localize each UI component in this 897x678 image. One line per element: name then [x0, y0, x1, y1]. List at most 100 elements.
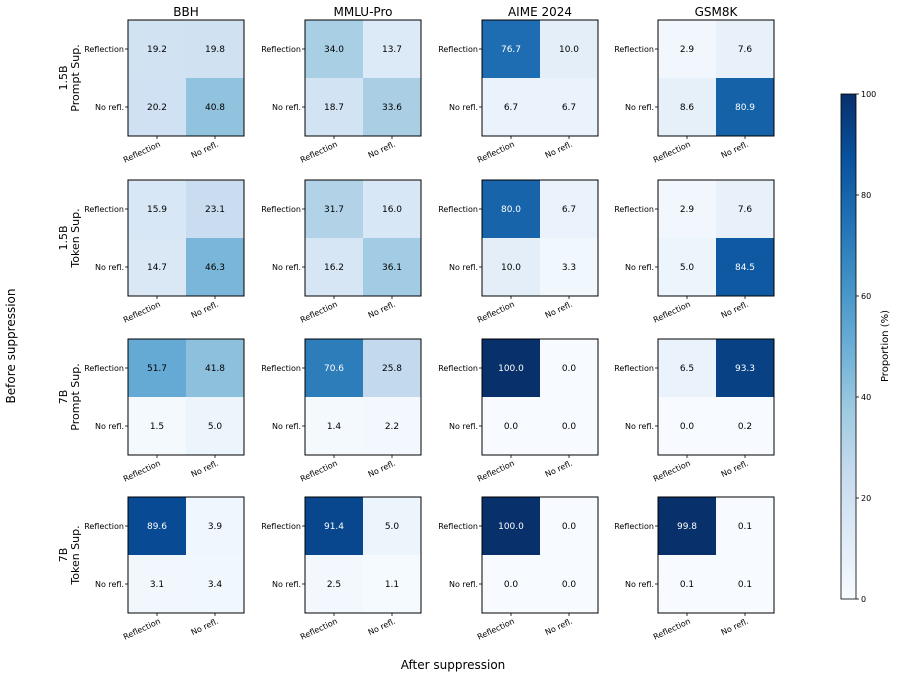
- row-label: 7B Prompt Sup.: [57, 363, 82, 430]
- x-tick-label: No refl.: [544, 617, 574, 637]
- cell-value-label: 6.7: [504, 103, 518, 113]
- heatmap-cell: [305, 555, 363, 613]
- cell-value-label: 15.9: [147, 205, 167, 215]
- heatmap-cell: [128, 78, 186, 136]
- heatmap-cell: [658, 555, 716, 613]
- y-tick-label: No refl.: [95, 422, 124, 431]
- panel-frame: [304, 496, 422, 614]
- panel-frame: [127, 496, 245, 614]
- cell-value-label: 5.0: [208, 422, 223, 432]
- x-tick-label: Reflection: [122, 617, 162, 642]
- cell-value-label: 36.1: [382, 263, 402, 273]
- row-labels: 1.5B Prompt Sup.1.5B Token Sup.7B Prompt Su…: [57, 44, 82, 585]
- panel-frame: [481, 179, 599, 297]
- heatmap-panel: 91.4 5.0 2.5 1.1 Reflection No refl. Reflectio…: [261, 496, 422, 642]
- cell-value-label: 16.0: [382, 205, 402, 215]
- cell-value-label: 89.6: [147, 522, 167, 532]
- x-tick-label: Reflection: [652, 459, 692, 484]
- heatmap-cell: [716, 238, 774, 296]
- y-tick-label: Reflection: [84, 205, 124, 214]
- heatmap-panel: 100.0 0.0 0.0 0.0 Reflection No refl. Reflecti…: [438, 496, 599, 642]
- heatmap-cell: [540, 497, 598, 555]
- heatmap-cell: [305, 497, 363, 555]
- y-tick-label: No refl.: [95, 263, 124, 272]
- y-tick-label: Reflection: [614, 522, 654, 531]
- heatmap-cell: [128, 339, 186, 397]
- cell-value-label: 0.0: [562, 522, 577, 532]
- panel-frame: [304, 179, 422, 297]
- heatmap-cell: [716, 20, 774, 78]
- heatmap-cell: [540, 555, 598, 613]
- x-tick-label: No refl.: [720, 300, 750, 320]
- heatmap-panel: 19.2 19.8 20.2 40.8 Reflection No refl. Reflec…: [84, 19, 245, 165]
- panel-frame: [127, 179, 245, 297]
- heatmap-cell: [482, 497, 540, 555]
- heatmap-panel: 6.5 93.3 0.0 0.2 Reflection No refl. Reflectio…: [614, 338, 775, 484]
- heatmap-cell: [363, 339, 421, 397]
- colorbar-ticks: 0 20 40 60 80 100: [856, 90, 876, 604]
- row-label-size: 1.5B: [57, 225, 70, 250]
- cell-value-label: 40.8: [205, 103, 225, 113]
- y-tick-label: No refl.: [272, 103, 301, 112]
- cell-value-label: 6.5: [680, 364, 694, 374]
- x-tick-label: Reflection: [652, 617, 692, 642]
- row-label-method: Token Sup.: [69, 525, 82, 585]
- x-tick-label: Reflection: [476, 617, 516, 642]
- cell-value-label: 0.0: [504, 422, 519, 432]
- x-tick-label: No refl.: [367, 459, 397, 479]
- y-tick-label: Reflection: [84, 364, 124, 373]
- cell-value-label: 7.6: [738, 45, 753, 55]
- panel-frame: [127, 19, 245, 137]
- cell-value-label: 1.4: [327, 422, 342, 432]
- cell-value-label: 1.5: [150, 422, 164, 432]
- x-tick-label: Reflection: [122, 300, 162, 325]
- cell-value-label: 2.2: [385, 422, 399, 432]
- y-tick-label: Reflection: [614, 205, 654, 214]
- heatmap-cell: [658, 397, 716, 455]
- cell-value-label: 8.6: [680, 103, 695, 113]
- cell-value-label: 84.5: [735, 263, 755, 273]
- heatmap-cell: [482, 20, 540, 78]
- heatmap-cell: [716, 497, 774, 555]
- heatmap-cell: [716, 339, 774, 397]
- y-tick-label: No refl.: [449, 422, 478, 431]
- y-tick-label: No refl.: [625, 422, 654, 431]
- cell-value-label: 0.0: [562, 422, 577, 432]
- x-tick-label: No refl.: [190, 140, 220, 160]
- row-label-method: Prompt Sup.: [69, 363, 82, 430]
- heatmap-cell: [658, 497, 716, 555]
- heatmap-cell: [540, 238, 598, 296]
- row-label-size: 7B: [57, 548, 70, 563]
- y-tick-label: Reflection: [261, 45, 301, 54]
- heatmap-cell: [482, 180, 540, 238]
- heatmap-cell: [658, 78, 716, 136]
- y-tick-label: Reflection: [438, 45, 478, 54]
- heatmap-cell: [305, 238, 363, 296]
- colorbar-label: Proportion (%): [880, 310, 891, 382]
- cell-value-label: 100.0: [498, 364, 524, 374]
- cell-value-label: 14.7: [147, 263, 167, 273]
- heatmap-cell: [363, 180, 421, 238]
- panel-frame: [657, 19, 775, 137]
- heatmap-cell: [482, 397, 540, 455]
- heatmap-cell: [128, 180, 186, 238]
- cell-value-label: 31.7: [324, 205, 344, 215]
- heatmap-panel: 15.9 23.1 14.7 46.3 Reflection No refl. Reflec…: [84, 179, 245, 325]
- heatmap-cell: [716, 180, 774, 238]
- cell-value-label: 33.6: [382, 103, 402, 113]
- y-tick-label: Reflection: [614, 364, 654, 373]
- heatmap-cell: [186, 497, 244, 555]
- cell-value-label: 91.4: [324, 522, 344, 532]
- y-tick-label: Reflection: [438, 205, 478, 214]
- panel-frame: [657, 338, 775, 456]
- cell-value-label: 70.6: [324, 364, 344, 374]
- y-tick-label: No refl.: [272, 422, 301, 431]
- heatmap-panel: 100.0 0.0 0.0 0.0 Reflection No refl. Reflecti…: [438, 338, 599, 484]
- colorbar-tick-label: 80: [861, 191, 871, 200]
- heatmap-cell: [128, 555, 186, 613]
- heatmap-cell: [482, 238, 540, 296]
- cell-value-label: 0.2: [738, 422, 752, 432]
- heatmap-cell: [540, 180, 598, 238]
- panel-frame: [481, 496, 599, 614]
- x-tick-label: Reflection: [652, 300, 692, 325]
